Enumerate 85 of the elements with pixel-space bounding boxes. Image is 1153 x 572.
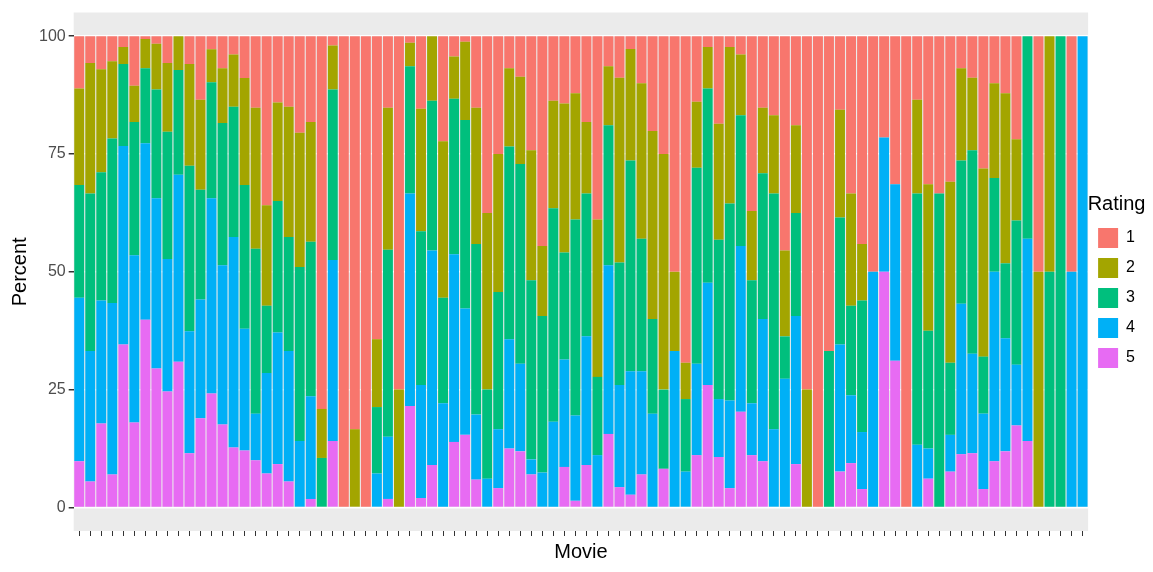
bar [327, 89, 338, 261]
bar [206, 82, 217, 199]
bar [438, 141, 449, 298]
bar [327, 260, 338, 441]
bar [603, 36, 614, 67]
bar [603, 433, 614, 507]
bar [184, 453, 195, 507]
bar [438, 297, 449, 404]
legend-label: 5 [1126, 348, 1136, 366]
y-tick-label: 25 [47, 380, 66, 398]
bar [592, 219, 603, 377]
bar [592, 376, 603, 456]
bar [349, 429, 360, 507]
bar [790, 212, 801, 317]
bar [1044, 36, 1055, 272]
bar [625, 160, 636, 372]
bar [702, 47, 713, 89]
bar [625, 494, 636, 507]
bar [371, 339, 382, 408]
bar [691, 101, 702, 168]
bar [625, 48, 636, 161]
bar [327, 45, 338, 90]
bar [658, 468, 669, 507]
bar [195, 418, 206, 507]
bar [614, 262, 625, 385]
bar [206, 198, 217, 394]
bar [184, 165, 195, 332]
bar [603, 66, 614, 126]
bar [394, 389, 404, 507]
bar [945, 181, 956, 363]
bar [1044, 271, 1055, 507]
bar [184, 36, 195, 64]
legend-label: 4 [1126, 318, 1136, 336]
y-axis-title: Percent [7, 236, 30, 307]
bar [625, 371, 636, 495]
bar [195, 99, 206, 190]
bar [614, 77, 625, 263]
bar [427, 36, 438, 101]
bar [1033, 271, 1044, 507]
bar [923, 478, 934, 507]
y-tick-label: 50 [47, 262, 66, 280]
x-axis-title: Movie [554, 539, 608, 562]
bar [327, 440, 338, 507]
bar [614, 384, 625, 488]
legend-label: 2 [1126, 258, 1136, 276]
bar [680, 399, 691, 472]
bar [184, 63, 195, 166]
bar [824, 350, 834, 507]
bar [305, 498, 316, 507]
bar [206, 49, 217, 83]
legend-label: 1 [1126, 228, 1136, 246]
legend-label: 3 [1126, 288, 1136, 306]
bar [1033, 36, 1044, 272]
bar [614, 36, 625, 78]
bar [382, 107, 393, 250]
bar [790, 125, 801, 213]
bar [779, 250, 790, 337]
bar [405, 66, 415, 194]
bar [1066, 36, 1077, 272]
y-tick-label: 100 [38, 26, 66, 44]
bar [625, 36, 636, 49]
y-tick-label: 0 [56, 497, 66, 515]
bar [603, 265, 614, 434]
bar [801, 389, 812, 507]
legend-title: Rating [1087, 191, 1146, 214]
bar [614, 487, 625, 507]
bar [405, 42, 415, 67]
bar [636, 474, 647, 507]
bar [316, 457, 327, 507]
bar [129, 85, 140, 122]
bar [184, 331, 195, 454]
bar [382, 498, 393, 507]
bar [1055, 36, 1066, 507]
bar [416, 108, 426, 232]
bar [978, 356, 989, 414]
bar [680, 362, 691, 400]
bar [206, 393, 217, 507]
bar [195, 36, 206, 100]
bar [316, 408, 327, 458]
bar [603, 125, 614, 266]
bar [195, 299, 206, 419]
bar [195, 189, 206, 300]
y-tick-label: 75 [47, 144, 66, 162]
bar [746, 211, 757, 281]
bar [790, 464, 801, 507]
